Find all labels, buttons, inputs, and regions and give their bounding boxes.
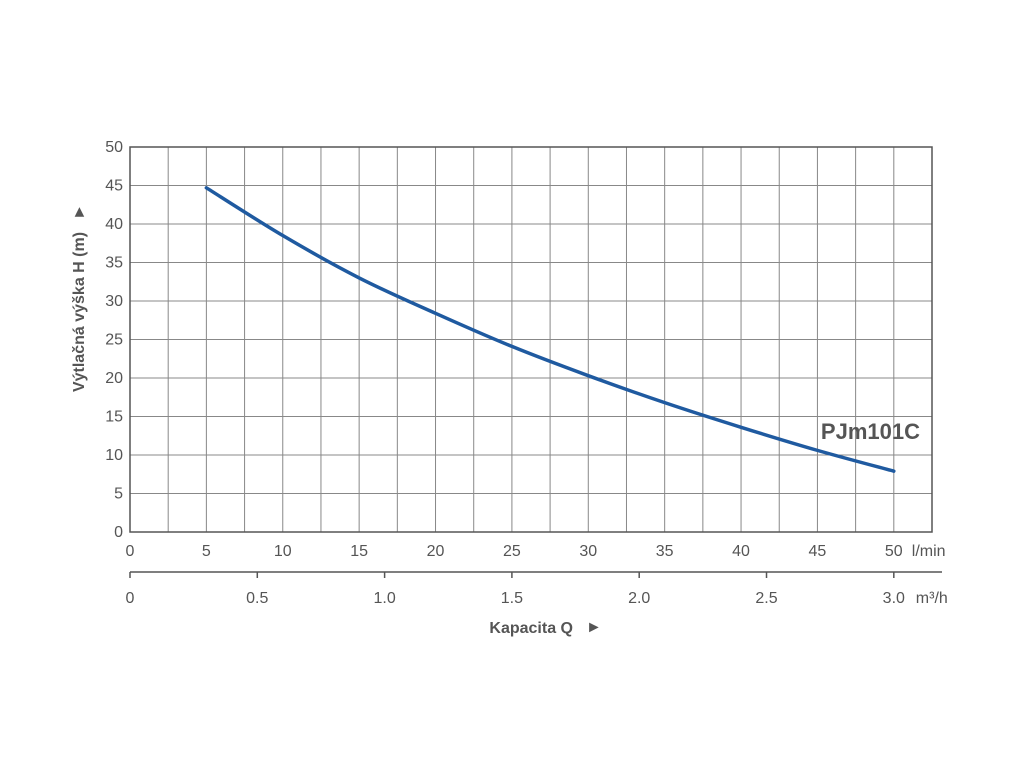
x-tick-label: 5 (202, 543, 211, 560)
x-tick-label: 0 (126, 543, 135, 560)
y-axis-label: Výtlačná výška H (m) (71, 232, 88, 392)
secondary-x-tick-label: 0.5 (246, 590, 268, 607)
secondary-x-tick-label: 2.5 (755, 590, 777, 607)
y-tick-label: 20 (105, 370, 123, 387)
secondary-x-tick-label: 3.0 (883, 590, 905, 607)
grid-lines (130, 147, 932, 532)
x-axis-arrow-icon: ► (586, 619, 602, 636)
x-tick-label: 30 (579, 543, 597, 560)
secondary-x-unit-label: m³/h (916, 590, 948, 607)
y-axis-label-group: Výtlačná výška H (m) ► (71, 204, 88, 392)
y-axis-arrow-icon: ► (71, 204, 88, 220)
series-line (204, 186, 896, 473)
x-tick-label: 25 (503, 543, 521, 560)
secondary-x-tick-labels: 0 0.5 1.0 1.5 2.0 2.5 3.0 (126, 572, 905, 607)
y-tick-label: 30 (105, 293, 123, 310)
x-tick-label: 20 (427, 543, 445, 560)
x-unit-label: l/min (912, 543, 946, 560)
secondary-x-tick-label: 0 (126, 590, 135, 607)
y-tick-label: 0 (114, 524, 123, 541)
y-tick-label: 15 (105, 409, 123, 426)
x-tick-labels: 0 5 10 15 20 25 30 35 40 45 50 (126, 543, 903, 560)
x-tick-label: 15 (350, 543, 368, 560)
secondary-x-tick-label: 1.5 (501, 590, 523, 607)
x-tick-label: 40 (732, 543, 750, 560)
x-tick-label: 35 (656, 543, 674, 560)
y-tick-label: 50 (105, 139, 123, 156)
y-tick-label: 45 (105, 178, 123, 195)
y-tick-label: 35 (105, 255, 123, 272)
series-name-label: PJm101C (821, 419, 920, 444)
plot-frame (129, 146, 933, 533)
y-tick-label: 10 (105, 447, 123, 464)
y-tick-label: 5 (114, 486, 123, 503)
x-tick-label: 50 (885, 543, 903, 560)
secondary-x-tick-label: 1.0 (373, 590, 395, 607)
secondary-x-tick-label: 2.0 (628, 590, 650, 607)
y-tick-label: 40 (105, 216, 123, 233)
y-tick-labels: 0 5 10 15 20 25 30 35 40 45 50 (105, 139, 123, 541)
y-tick-label: 25 (105, 332, 123, 349)
x-axis-label: Kapacita Q (489, 620, 573, 637)
x-tick-label: 45 (809, 543, 827, 560)
x-tick-label: 10 (274, 543, 292, 560)
